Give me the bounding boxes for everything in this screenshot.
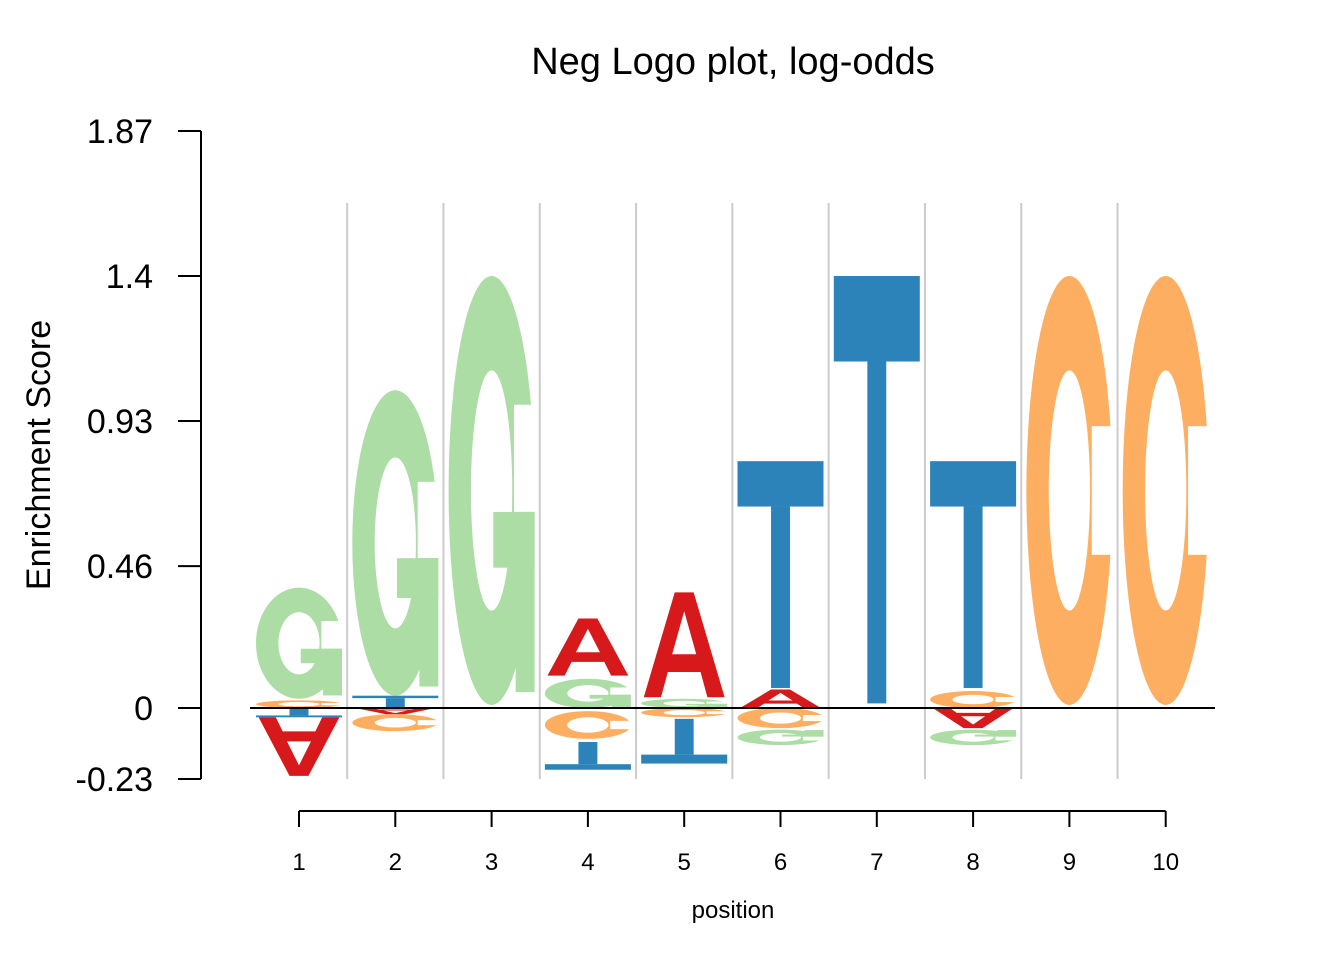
y-tick-label: 1.87 <box>87 113 153 151</box>
letter-g <box>737 729 826 746</box>
letter-t <box>737 461 824 688</box>
letter-t <box>352 695 439 709</box>
y-tick-label: 0.93 <box>87 403 153 441</box>
x-axis-label: position <box>692 897 775 924</box>
stack-position-5 <box>641 592 729 764</box>
letter-c <box>930 691 1018 709</box>
letter-stacks <box>256 276 1211 776</box>
letter-a <box>354 708 436 715</box>
x-axis: 1 2 3 4 5 6 7 8 9 10 <box>292 810 1179 876</box>
y-tick-label: 0.46 <box>87 548 153 586</box>
y-tick-label: -0.23 <box>76 761 154 799</box>
letter-t <box>641 718 728 764</box>
x-tick-label: 5 <box>678 849 691 876</box>
x-tick-label: 4 <box>581 849 594 876</box>
letter-t <box>930 461 1017 688</box>
x-tick-label: 2 <box>389 849 402 876</box>
y-axis-label: Enrichment Score <box>20 320 58 590</box>
letter-c <box>641 708 729 718</box>
letter-t <box>833 276 920 704</box>
letter-c <box>352 714 441 732</box>
letter-c <box>1026 276 1115 705</box>
stack-position-2 <box>352 390 441 732</box>
letter-c <box>1122 276 1211 705</box>
stack-position-8 <box>930 461 1018 746</box>
x-tick-label: 7 <box>870 849 883 876</box>
letter-c <box>544 711 633 739</box>
y-tick-label: 1.4 <box>106 258 153 296</box>
grid-lines <box>346 203 1119 779</box>
letter-c <box>737 708 826 729</box>
x-tick-label: 1 <box>292 849 305 876</box>
stack-position-7 <box>833 276 920 704</box>
letter-a <box>547 618 629 676</box>
letter-g <box>352 390 441 696</box>
x-tick-label: 6 <box>774 849 787 876</box>
letter-g <box>544 678 633 709</box>
stack-position-4 <box>544 618 633 770</box>
letter-a <box>643 592 725 698</box>
x-tick-label: 3 <box>485 849 498 876</box>
letter-g <box>448 276 537 705</box>
letter-a <box>932 708 1014 729</box>
stack-position-3 <box>448 276 537 705</box>
chart-title: Neg Logo plot, log-odds <box>531 41 935 83</box>
stack-position-6 <box>737 461 826 746</box>
letter-a <box>258 717 340 776</box>
y-tick-label: 0 <box>134 690 153 728</box>
x-tick-label: 8 <box>966 849 979 876</box>
letter-c <box>256 700 344 709</box>
stack-position-1 <box>256 587 344 776</box>
x-tick-label: 10 <box>1152 849 1179 876</box>
stack-position-10 <box>1122 276 1211 705</box>
letter-g <box>930 729 1018 746</box>
letter-a <box>740 689 821 709</box>
letter-g <box>256 587 344 699</box>
letter-t <box>256 708 342 718</box>
letter-g <box>641 698 729 709</box>
x-tick-label: 9 <box>1063 849 1076 876</box>
letter-t <box>544 741 631 770</box>
stack-position-9 <box>1026 276 1115 705</box>
y-axis: 1.87 1.4 0.93 0.46 0 -0.23 <box>76 113 202 799</box>
